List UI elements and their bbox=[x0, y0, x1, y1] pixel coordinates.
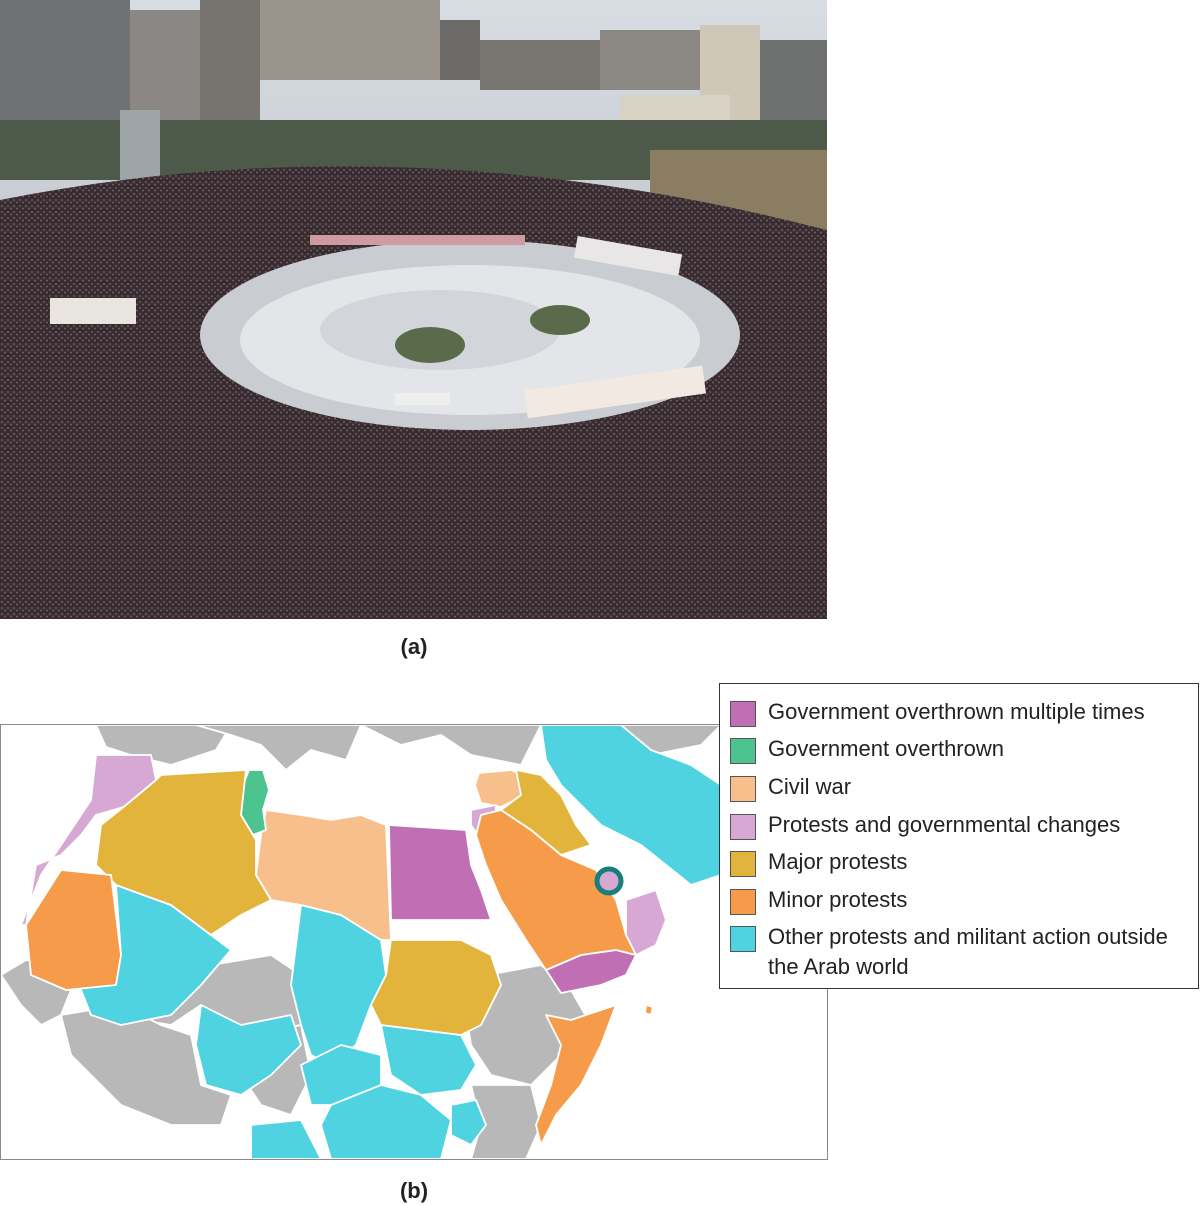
legend-swatch bbox=[730, 926, 756, 952]
arab-spring-map bbox=[0, 724, 828, 1160]
skyline bbox=[0, 0, 827, 170]
legend-item-overthrown-multiple: Government overthrown multiple times bbox=[730, 697, 1188, 727]
caption-b: (b) bbox=[399, 1178, 429, 1203]
banners bbox=[50, 235, 707, 419]
legend-item-minor-protests: Minor protests bbox=[730, 885, 1188, 915]
protest-photo bbox=[0, 0, 827, 619]
legend-swatch bbox=[730, 814, 756, 840]
legend-swatch bbox=[730, 701, 756, 727]
legend-swatch bbox=[730, 776, 756, 802]
legend-label: Government overthrown bbox=[768, 736, 1004, 761]
legend-item-outside-arab-world: Other protests and militant action outsi… bbox=[730, 922, 1188, 982]
cyan-regions bbox=[65, 725, 722, 1159]
legend-swatch bbox=[730, 889, 756, 915]
legend-item-gov-changes: Protests and governmental changes bbox=[730, 810, 1188, 840]
minor-protest-regions bbox=[25, 809, 654, 1146]
legend-label: Government overthrown multiple times bbox=[768, 699, 1145, 724]
major-protest-regions bbox=[95, 769, 592, 1036]
legend-item-civil-war: Civil war bbox=[730, 772, 1188, 802]
legend-label: Protests and governmental changes bbox=[768, 812, 1121, 837]
legend-item-overthrown: Government overthrown bbox=[730, 734, 1188, 764]
legend-label: Other protests and militant action outsi… bbox=[768, 924, 1168, 979]
legend-label: Minor protests bbox=[768, 887, 908, 912]
map-legend: Government overthrown multiple times Gov… bbox=[719, 683, 1199, 989]
legend-swatch bbox=[730, 738, 756, 764]
legend-swatch bbox=[730, 851, 756, 877]
bahrain-marker bbox=[594, 866, 624, 896]
caption-a: (a) bbox=[400, 634, 428, 659]
legend-item-major-protests: Major protests bbox=[730, 847, 1188, 877]
legend-label: Civil war bbox=[768, 774, 852, 799]
legend-label: Major protests bbox=[768, 849, 908, 874]
